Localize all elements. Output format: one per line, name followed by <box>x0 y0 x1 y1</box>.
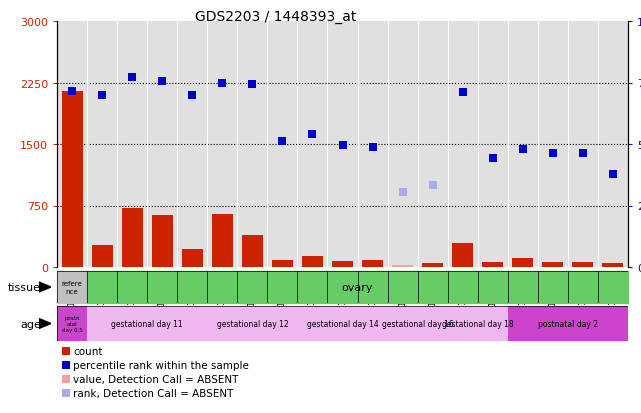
Text: refere
nce: refere nce <box>62 281 83 294</box>
Bar <box>422 263 443 267</box>
Point <box>127 74 137 81</box>
Point <box>548 150 558 157</box>
Polygon shape <box>39 319 51 329</box>
Text: count: count <box>73 346 103 356</box>
Point <box>278 138 288 145</box>
Bar <box>92 245 113 267</box>
Bar <box>542 262 563 267</box>
Bar <box>512 259 533 267</box>
Point <box>187 92 197 99</box>
Bar <box>332 261 353 267</box>
Bar <box>447 306 508 341</box>
Point <box>608 172 618 178</box>
Bar <box>297 306 388 341</box>
Bar <box>62 91 83 267</box>
Text: ovary: ovary <box>342 282 373 292</box>
Bar <box>242 235 263 267</box>
Bar <box>302 257 323 267</box>
Point <box>458 90 468 96</box>
Point <box>578 150 588 157</box>
Text: postn
atal
day 0.5: postn atal day 0.5 <box>62 316 83 332</box>
Text: tissue: tissue <box>8 282 41 292</box>
Point <box>157 78 167 85</box>
Text: GDS2203 / 1448393_at: GDS2203 / 1448393_at <box>195 9 356 24</box>
Polygon shape <box>39 282 51 292</box>
Text: gestational day 11: gestational day 11 <box>112 319 183 328</box>
Bar <box>362 261 383 267</box>
Bar <box>603 263 624 267</box>
Bar <box>452 244 473 267</box>
Point <box>367 145 378 151</box>
Point <box>247 82 258 88</box>
Text: gestational day 18: gestational day 18 <box>442 319 513 328</box>
Bar <box>508 306 628 341</box>
Bar <box>482 263 503 267</box>
Bar <box>212 214 233 267</box>
Bar <box>122 209 143 267</box>
Bar <box>207 306 297 341</box>
Bar <box>572 262 594 267</box>
Text: rank, Detection Call = ABSENT: rank, Detection Call = ABSENT <box>73 388 233 398</box>
Text: age: age <box>20 319 41 329</box>
Bar <box>57 306 87 341</box>
Bar <box>388 306 447 341</box>
Point <box>488 155 498 162</box>
Text: postnatal day 2: postnatal day 2 <box>538 319 598 328</box>
Point <box>518 146 528 153</box>
Point <box>397 190 408 196</box>
Point <box>97 92 107 99</box>
Point <box>428 182 438 189</box>
Point <box>67 88 77 95</box>
Point <box>217 80 228 87</box>
Text: value, Detection Call = ABSENT: value, Detection Call = ABSENT <box>73 374 238 384</box>
Bar <box>392 265 413 267</box>
Bar <box>57 271 87 303</box>
Text: percentile rank within the sample: percentile rank within the sample <box>73 360 249 370</box>
Bar <box>272 261 293 267</box>
Text: gestational day 16: gestational day 16 <box>382 319 453 328</box>
Point <box>337 142 347 149</box>
Point <box>307 131 317 138</box>
Bar <box>152 216 172 267</box>
Bar <box>87 306 207 341</box>
Bar <box>181 249 203 267</box>
Text: gestational day 12: gestational day 12 <box>217 319 288 328</box>
Text: gestational day 14: gestational day 14 <box>306 319 378 328</box>
